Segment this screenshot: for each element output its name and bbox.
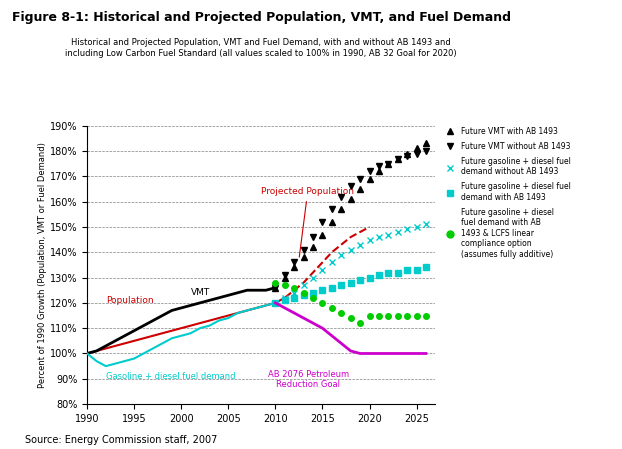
Text: Figure 8-1: Historical and Projected Population, VMT, and Fuel Demand: Figure 8-1: Historical and Projected Pop… (12, 11, 511, 24)
Text: AB 2076 Petroleum
Reduction Goal: AB 2076 Petroleum Reduction Goal (267, 370, 349, 389)
Y-axis label: Percent of 1990 Growth (Population, VMT or Fuel Demand): Percent of 1990 Growth (Population, VMT … (38, 142, 47, 388)
Text: Gasoline + diesel fuel demand: Gasoline + diesel fuel demand (106, 372, 235, 381)
Text: Source: Energy Commission staff, 2007: Source: Energy Commission staff, 2007 (25, 435, 217, 445)
Legend: Future VMT with AB 1493, Future VMT without AB 1493, Future gasoline + diesel fu: Future VMT with AB 1493, Future VMT with… (443, 127, 571, 259)
Text: VMT: VMT (190, 288, 210, 297)
Text: Projected Population: Projected Population (261, 187, 355, 257)
Text: Historical and Projected Population, VMT and Fuel Demand, with and without AB 14: Historical and Projected Population, VMT… (65, 38, 457, 57)
Text: Population: Population (106, 296, 154, 305)
